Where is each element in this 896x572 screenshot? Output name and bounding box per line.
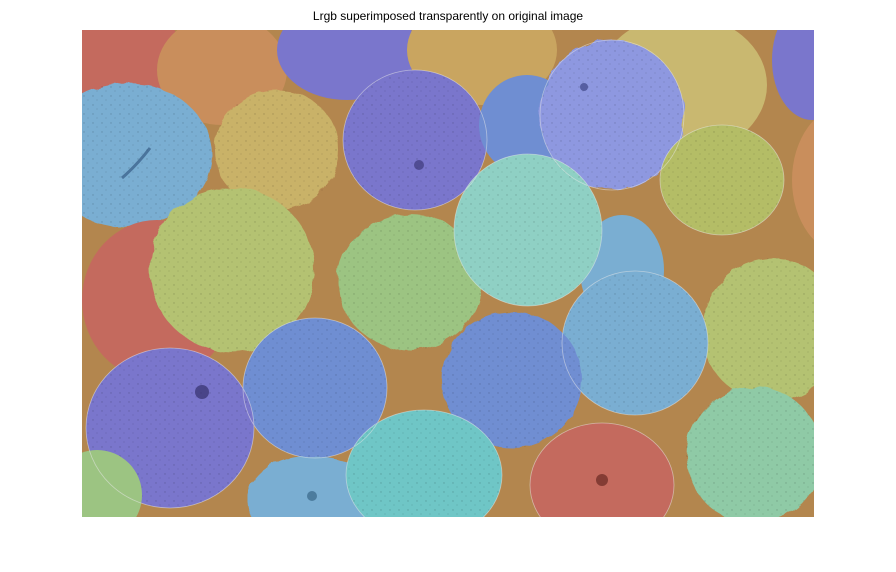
orange-segment-green [82, 450, 142, 517]
orange-segment-indigo [772, 30, 814, 120]
orange-segment-red [530, 423, 674, 517]
orange-segment-orange [792, 120, 814, 240]
orange-segment-light-blue [247, 455, 377, 517]
segmentation-overlay [82, 30, 814, 517]
segmented-image [82, 30, 814, 517]
figure-title: Lrgb superimposed transparently on origi… [312, 9, 584, 23]
